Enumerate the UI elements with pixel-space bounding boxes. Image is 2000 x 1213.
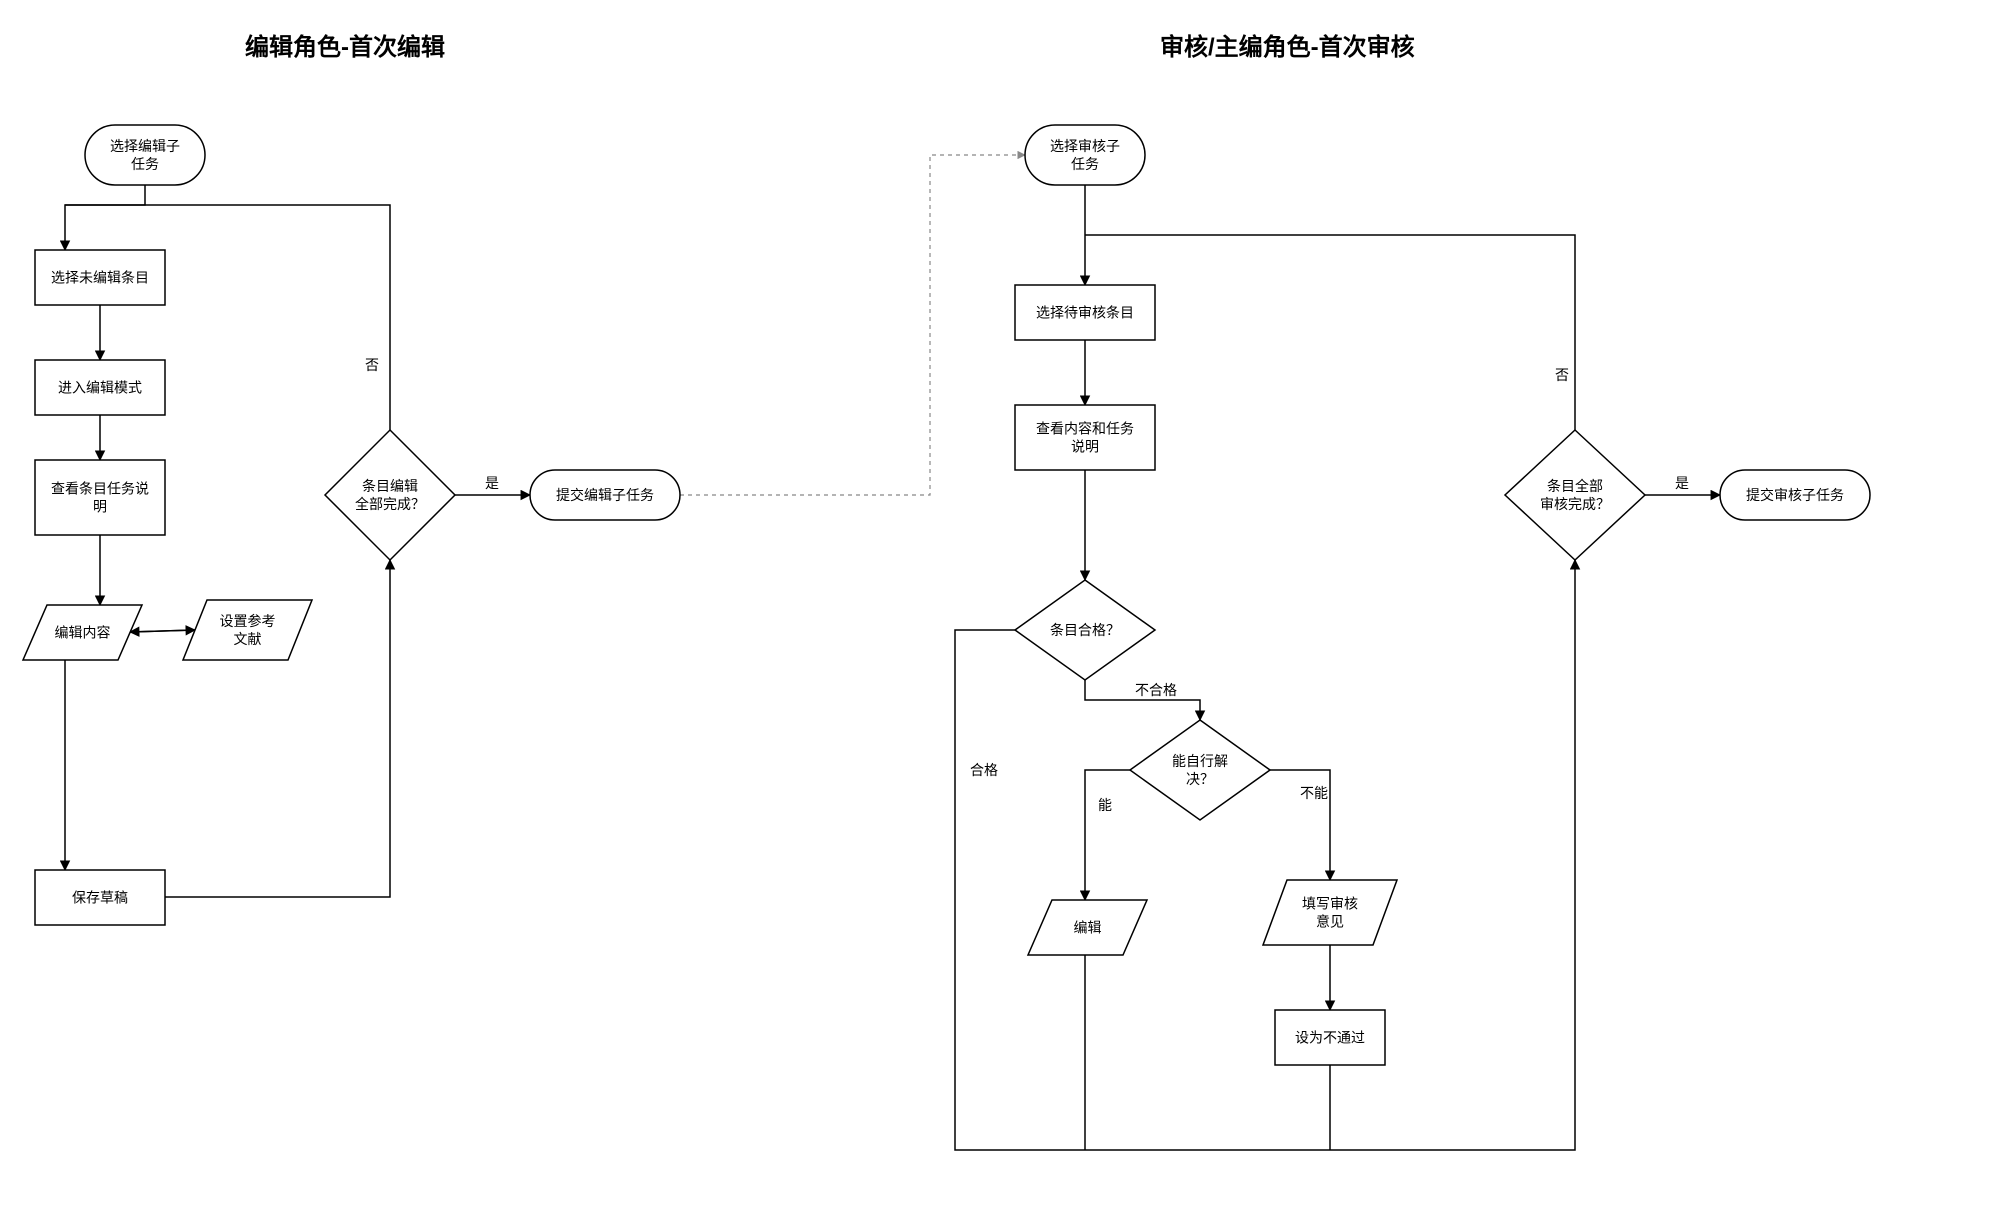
edge-label-r7: 不能	[1300, 785, 1328, 801]
node-L_save-text-0: 保存草稿	[72, 890, 128, 906]
node-L_mode-text-0: 进入编辑模式	[58, 380, 142, 396]
node-L_submit-text-0: 提交编辑子任务	[556, 487, 654, 503]
node-R_self: 能自行解决？	[1130, 720, 1270, 820]
node-R_view-text-0: 查看内容和任务	[1036, 421, 1134, 437]
node-L_taskdesc: 查看条目任务说明	[35, 460, 165, 535]
node-R_view: 查看内容和任务说明	[1015, 405, 1155, 470]
edge-label-r5: 不合格	[1135, 682, 1177, 698]
edge-label-r6: 能	[1098, 797, 1112, 813]
left-title: 编辑角色-首次编辑	[245, 33, 445, 61]
node-L_start-text-0: 选择编辑子	[110, 138, 180, 154]
right-title: 审核/主编角色-首次审核	[1160, 33, 1415, 61]
node-R_opinion-text-1: 意见	[1316, 914, 1344, 930]
node-L_dec: 条目编辑全部完成？	[325, 430, 455, 560]
node-R_edit: 编辑	[1028, 900, 1147, 955]
node-L_mode: 进入编辑模式	[35, 360, 165, 415]
edge-l1	[65, 185, 145, 250]
node-R_opinion-text-0: 填写审核	[1302, 896, 1358, 912]
node-L_ref-text-1: 文献	[234, 631, 262, 647]
node-R_self-text-1: 决？	[1186, 771, 1214, 787]
node-L_edit: 编辑内容	[23, 605, 142, 660]
node-R_fail: 设为不通过	[1275, 1010, 1385, 1065]
node-L_start-text-1: 任务	[131, 156, 159, 172]
edge-l5b	[130, 630, 195, 632]
edge-label-r11: 是	[1675, 475, 1689, 491]
node-R_submit: 提交审核子任务	[1720, 470, 1870, 520]
node-R_ok: 条目合格？	[1015, 580, 1155, 680]
edge-r10	[1085, 235, 1575, 430]
node-L_edit-text-0: 编辑内容	[55, 625, 111, 641]
edge-dash	[680, 155, 1025, 495]
node-R_edit-text-0: 编辑	[1074, 920, 1102, 936]
node-R_ok-text-0: 条目合格？	[1050, 622, 1120, 638]
node-R_self-text-0: 能自行解	[1172, 753, 1228, 769]
node-R_start: 选择审核子任务	[1025, 125, 1145, 185]
edge-label-r9a: 合格	[970, 762, 998, 778]
node-L_sel: 选择未编辑条目	[35, 250, 165, 305]
node-R_dec-text-0: 条目全部	[1547, 478, 1603, 494]
node-L_taskdesc-text-0: 查看条目任务说	[51, 481, 149, 497]
flowchart-canvas: 编辑角色-首次编辑 审核/主编角色-首次审核否是不合格能 不能 合格 否是 选择编辑子任务…	[0, 0, 2000, 1213]
edge-label-l8: 否	[365, 357, 379, 373]
node-R_sel-text-0: 选择待审核条目	[1036, 305, 1134, 321]
node-R_view-text-1: 说明	[1071, 439, 1099, 455]
edge-label-r10: 否	[1555, 367, 1569, 383]
node-L_taskdesc-text-1: 明	[93, 499, 107, 515]
node-R_start-text-0: 选择审核子	[1050, 138, 1120, 154]
node-R_dec-text-1: 审核完成？	[1540, 496, 1610, 512]
node-R_sel: 选择待审核条目	[1015, 285, 1155, 340]
node-L_start: 选择编辑子任务	[85, 125, 205, 185]
node-L_submit: 提交编辑子任务	[530, 470, 680, 520]
edge-r6	[1085, 770, 1130, 900]
node-L_save: 保存草稿	[35, 870, 165, 925]
node-L_ref-text-0: 设置参考	[220, 613, 276, 629]
node-L_dec-text-1: 全部完成？	[355, 496, 425, 512]
node-R_opinion: 填写审核意见	[1263, 880, 1397, 945]
node-L_dec-text-0: 条目编辑	[362, 478, 418, 494]
node-R_start-text-1: 任务	[1071, 156, 1099, 172]
node-L_sel-text-0: 选择未编辑条目	[51, 270, 149, 286]
node-R_submit-text-0: 提交审核子任务	[1746, 487, 1844, 503]
edge-label-l9: 是	[485, 475, 499, 491]
node-R_fail-text-0: 设为不通过	[1295, 1030, 1365, 1046]
node-L_ref: 设置参考文献	[183, 600, 312, 660]
node-R_dec: 条目全部审核完成？	[1505, 430, 1645, 560]
